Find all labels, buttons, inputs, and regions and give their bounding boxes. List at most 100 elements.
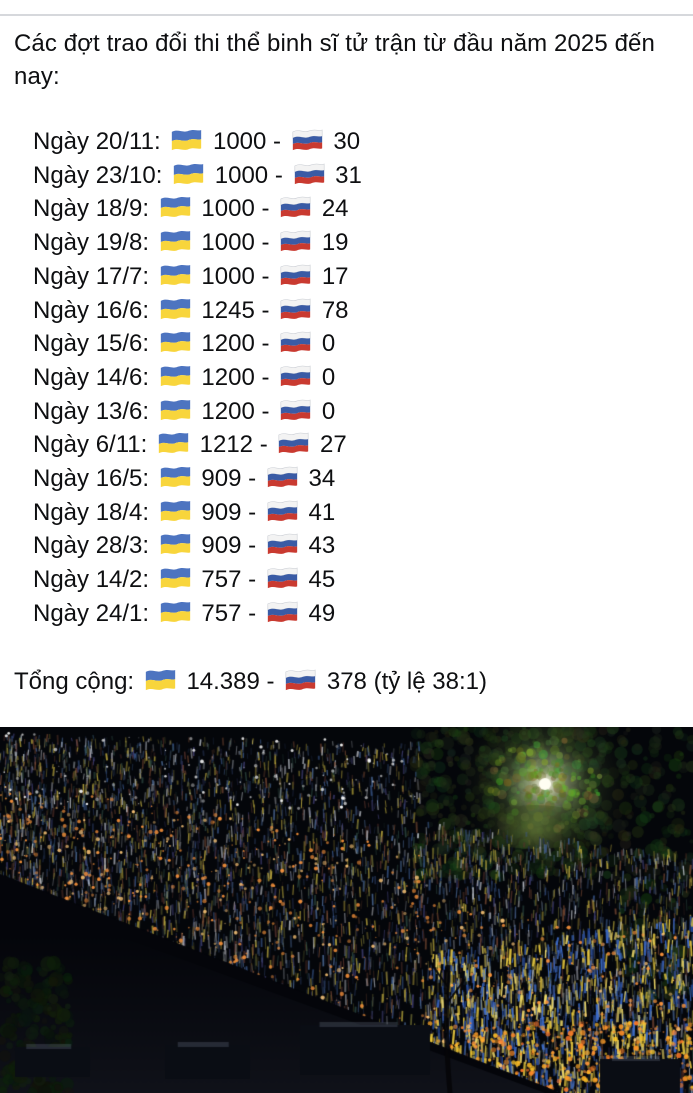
ua-count: 909 xyxy=(201,532,242,560)
ukraine-flag-icon xyxy=(145,669,175,690)
russia-flag-icon xyxy=(267,466,298,488)
ukraine-flag-icon xyxy=(158,433,189,454)
ua-count: 1000 xyxy=(212,128,267,155)
exchange-row: Ngày 16/6: 1245 - 78 xyxy=(33,294,679,328)
post-body: Các đợt trao đổi thi thể binh sĩ tử trận… xyxy=(0,16,693,699)
row-date-label: Ngày 17/7: xyxy=(33,262,150,290)
ua-count: 1000 xyxy=(201,195,255,223)
ru-count: 31 xyxy=(335,161,362,189)
ua-count: 1200 xyxy=(201,363,255,391)
row-date-label: Ngày 28/3: xyxy=(33,532,150,560)
ru-count: 17 xyxy=(321,262,349,290)
russia-flag-icon xyxy=(280,298,311,319)
ru-count: 0 xyxy=(321,363,336,391)
row-date-label: Ngày 18/4: xyxy=(33,498,150,526)
row-date-label: Ngày 23/10: xyxy=(33,161,163,189)
ukraine-flag-icon xyxy=(160,601,190,623)
total-ua-count: 14.389 xyxy=(186,667,260,695)
ru-count: 24 xyxy=(321,195,349,223)
exchange-list: Ngày 20/11: 1000 - 30 Ngày 23/10: 1000 -… xyxy=(33,125,679,631)
row-date-label: Ngày 24/1: xyxy=(33,599,150,627)
ru-count: 0 xyxy=(321,330,336,358)
ru-count: 49 xyxy=(308,599,336,627)
ru-count: 43 xyxy=(308,532,336,560)
row-date-label: Ngày 16/6: xyxy=(33,296,150,324)
exchange-row: Ngày 15/6: 1200 - 0 xyxy=(33,327,679,361)
russia-flag-icon xyxy=(280,264,311,285)
ua-count: 909 xyxy=(201,498,242,526)
ua-count: 757 xyxy=(201,566,242,594)
russia-flag-icon xyxy=(280,399,311,420)
exchange-row: Ngày 17/7: 1000 - 17 xyxy=(33,260,679,294)
ru-count: 45 xyxy=(308,566,336,594)
separator: - xyxy=(261,330,270,358)
exchange-row: Ngày 18/9: 1000 - 24 xyxy=(33,192,679,226)
ua-count: 1200 xyxy=(201,397,255,425)
ru-count: 41 xyxy=(308,498,336,526)
russia-flag-icon xyxy=(267,601,298,623)
row-date-label: Ngày 14/6: xyxy=(33,363,150,391)
russia-flag-icon xyxy=(292,129,323,151)
exchange-row: Ngày 13/6: 1200 - 0 xyxy=(33,395,679,429)
ukraine-flag-icon xyxy=(160,500,190,521)
separator: - xyxy=(261,195,270,223)
ukraine-flag-icon xyxy=(160,332,190,353)
ratio-note: (tỷ lệ 38:1) xyxy=(373,667,487,695)
exchange-row: Ngày 14/6: 1200 - 0 xyxy=(33,361,679,395)
ru-count: 19 xyxy=(321,229,349,257)
post-photo[interactable] xyxy=(0,727,693,1093)
exchange-row: Ngày 23/10: 1000 - 31 xyxy=(33,159,679,193)
ua-count: 1245 xyxy=(201,296,255,324)
ua-count: 1000 xyxy=(214,161,269,189)
russia-flag-icon xyxy=(280,196,311,218)
ua-count: 909 xyxy=(201,465,242,493)
row-date-label: Ngày 16/5: xyxy=(33,465,150,493)
russia-flag-icon xyxy=(267,500,298,521)
russia-flag-icon xyxy=(267,533,298,555)
separator: - xyxy=(274,161,283,189)
exchange-row: Ngày 24/1: 757 - 49 xyxy=(33,597,679,631)
russia-flag-icon xyxy=(294,163,324,184)
top-divider xyxy=(0,14,693,16)
russia-flag-icon xyxy=(285,669,316,690)
row-date-label: Ngày 14/2: xyxy=(33,566,150,594)
ukraine-flag-icon xyxy=(172,129,202,151)
row-date-label: Ngày 6/11: xyxy=(33,431,148,459)
separator: - xyxy=(261,363,270,391)
ua-count: 757 xyxy=(201,599,242,627)
separator: - xyxy=(273,128,282,155)
exchange-row: Ngày 20/11: 1000 - 30 xyxy=(33,125,679,159)
ru-count: 34 xyxy=(308,465,336,493)
exchange-row: Ngày 28/3: 909 - 43 xyxy=(33,529,679,563)
ru-count: 30 xyxy=(333,128,361,155)
total-line: Tổng cộng: 14.389 - 378 (tỷ lệ 38:1) xyxy=(14,665,679,699)
ukraine-flag-icon xyxy=(173,163,204,184)
separator: - xyxy=(248,498,257,526)
exchange-row: Ngày 18/4: 909 - 41 xyxy=(33,496,679,530)
ru-count: 78 xyxy=(321,296,349,324)
russia-flag-icon xyxy=(280,331,311,353)
separator: - xyxy=(266,667,275,695)
exchange-row: Ngày 16/5: 909 - 34 xyxy=(33,462,679,496)
ukraine-flag-icon xyxy=(160,298,190,319)
ukraine-flag-icon xyxy=(160,466,190,488)
row-date-label: Ngày 15/6: xyxy=(33,330,150,358)
row-date-label: Ngày 13/6: xyxy=(33,397,150,425)
separator: - xyxy=(261,397,270,425)
ua-count: 1212 xyxy=(199,431,254,459)
row-date-label: Ngày 20/11: xyxy=(33,128,161,155)
total-label: Tổng cộng: xyxy=(14,667,135,695)
separator: - xyxy=(261,296,270,324)
ru-count: 27 xyxy=(320,431,347,459)
ukraine-flag-icon xyxy=(160,399,190,420)
separator: - xyxy=(259,431,268,459)
russia-flag-icon xyxy=(280,230,311,252)
ukraine-flag-icon xyxy=(160,197,190,218)
ru-count: 0 xyxy=(321,397,336,425)
ukraine-flag-icon xyxy=(160,568,190,589)
ua-count: 1000 xyxy=(201,229,255,257)
ua-count: 1000 xyxy=(201,262,255,290)
separator: - xyxy=(248,465,257,493)
ukraine-flag-icon xyxy=(160,534,190,555)
row-date-label: Ngày 19/8: xyxy=(33,229,150,257)
